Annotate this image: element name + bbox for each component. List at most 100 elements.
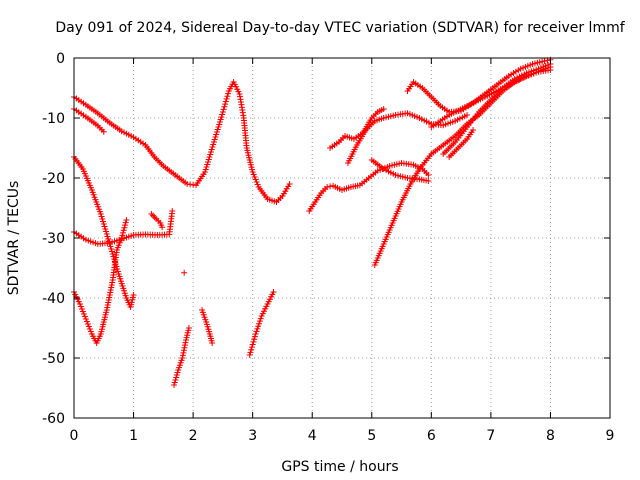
data-point <box>121 224 128 231</box>
series-arc-l <box>327 106 387 151</box>
data-point <box>219 109 226 115</box>
data-point <box>185 325 192 331</box>
data-point <box>120 227 127 234</box>
data-point <box>122 219 129 226</box>
data-point <box>254 325 261 332</box>
grid <box>74 58 610 418</box>
data-point <box>209 340 216 346</box>
series-line <box>374 69 551 266</box>
data-point <box>169 208 176 214</box>
data-point <box>532 69 539 76</box>
data-point <box>270 289 277 295</box>
series-arc-r <box>368 157 432 184</box>
x-axis-label: GPS time / hours <box>281 459 398 475</box>
data-point <box>182 339 189 346</box>
data-point <box>255 323 262 330</box>
axes: 0 1 2 3 4 5 6 7 8 9 0 -10 -20 -30 -40 -50 -60 <box>42 51 614 444</box>
data-point <box>517 76 524 82</box>
series-arc-a <box>71 79 293 205</box>
series-arc-k <box>306 160 432 214</box>
data-point <box>470 127 477 133</box>
data-point <box>256 318 263 325</box>
chart-title: Day 091 of 2024, Sidereal Day-to-day VTE… <box>55 20 625 36</box>
data-series <box>71 56 554 388</box>
data-point <box>256 320 263 327</box>
data-point <box>120 229 127 236</box>
data-point <box>179 355 186 361</box>
y-tick-label: -30 <box>42 231 65 247</box>
data-point <box>252 331 259 337</box>
data-point <box>425 178 432 184</box>
data-point <box>223 95 230 102</box>
data-point <box>530 70 537 77</box>
series-arc-p <box>440 61 554 157</box>
data-point <box>122 222 129 229</box>
data-point <box>251 336 258 343</box>
data-point <box>257 315 264 322</box>
data-point <box>249 341 256 348</box>
series-arc-c <box>71 154 137 310</box>
y-tick-label: -50 <box>42 351 65 367</box>
series-line <box>406 59 551 113</box>
data-point <box>220 106 227 113</box>
data-point <box>324 184 331 190</box>
data-point <box>119 232 126 239</box>
data-point <box>221 103 228 110</box>
series-arc-h <box>181 269 188 276</box>
data-point <box>525 72 532 79</box>
x-tick-label: 5 <box>367 428 376 444</box>
series-arc-m <box>344 110 471 166</box>
data-point <box>246 352 253 358</box>
data-point <box>541 58 548 64</box>
x-tick-label: 7 <box>486 428 495 444</box>
x-tick-label: 9 <box>606 428 615 444</box>
data-point <box>247 349 254 356</box>
data-point <box>522 73 529 80</box>
data-point <box>225 90 232 97</box>
y-tick-label: -20 <box>42 171 65 187</box>
series-arc-j <box>246 289 277 358</box>
data-point <box>179 352 186 359</box>
series-arc-f <box>148 211 166 231</box>
data-point <box>118 235 125 241</box>
series-arc-b <box>71 106 107 135</box>
data-point <box>180 347 187 354</box>
data-point <box>222 101 229 108</box>
x-tick-label: 0 <box>70 428 79 444</box>
data-point <box>547 64 554 70</box>
x-tick-label: 2 <box>189 428 198 444</box>
series-arc-s <box>446 127 477 160</box>
data-point <box>123 217 130 223</box>
data-point <box>180 349 187 356</box>
series-arc-o <box>404 56 554 115</box>
data-point <box>130 292 137 298</box>
data-point <box>224 93 231 100</box>
x-tick-label: 3 <box>248 428 257 444</box>
data-point <box>286 181 293 187</box>
series-arc-g <box>171 325 192 388</box>
x-tick-label: 6 <box>427 428 436 444</box>
data-point <box>520 74 527 81</box>
data-point <box>248 344 255 351</box>
data-point <box>251 333 258 340</box>
series-arc-q <box>428 64 554 130</box>
data-point <box>327 183 334 190</box>
data-point <box>250 338 257 345</box>
data-point <box>159 224 166 231</box>
y-tick-label: -60 <box>42 411 65 427</box>
y-tick-label: -40 <box>42 291 65 307</box>
data-point <box>100 128 107 135</box>
data-point <box>248 346 255 353</box>
data-point <box>425 172 432 178</box>
data-point <box>181 342 188 349</box>
data-point <box>464 112 471 118</box>
data-point <box>181 269 188 276</box>
data-point <box>222 98 229 105</box>
data-point <box>380 106 387 112</box>
series-arc-i <box>199 307 216 346</box>
y-axis-label: SDTVAR / TECUs <box>6 181 22 296</box>
data-point <box>181 344 188 351</box>
data-point <box>527 71 534 78</box>
data-point <box>253 328 260 335</box>
